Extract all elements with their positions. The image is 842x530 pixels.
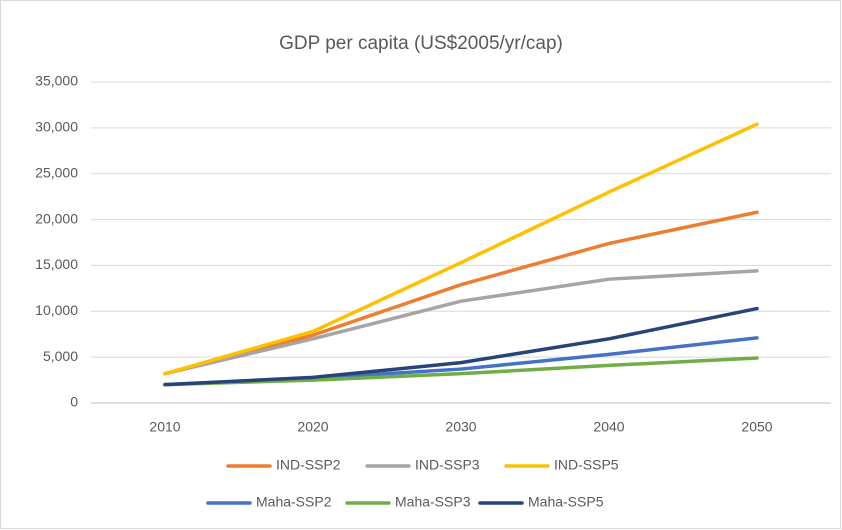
x-tick-label: 2040 (593, 419, 624, 435)
legend-label: IND-SSP3 (415, 457, 480, 473)
x-tick-label: 2030 (445, 419, 476, 435)
series-line (163, 122, 759, 376)
chart-title: GDP per capita (US$2005/yr/cap) (279, 33, 563, 54)
legend-label: Maha-SSP2 (256, 494, 332, 510)
series-line (163, 306, 759, 387)
y-tick-label: 15,000 (35, 256, 78, 272)
legend-label: Maha-SSP5 (528, 494, 604, 510)
y-tick-label: 0 (70, 394, 78, 410)
y-tick-label: 35,000 (35, 73, 78, 89)
legend-label: IND-SSP5 (554, 457, 619, 473)
y-tick-label: 30,000 (35, 119, 78, 135)
series-line (163, 269, 759, 376)
x-tick-label: 2020 (297, 419, 328, 435)
x-tick-label: 2010 (149, 419, 180, 435)
series-line (163, 210, 759, 376)
x-tick-label: 2050 (741, 419, 772, 435)
series-line (163, 356, 759, 387)
y-tick-label: 20,000 (35, 210, 78, 226)
y-tick-label: 5,000 (43, 348, 78, 364)
y-tick-label: 25,000 (35, 164, 78, 180)
y-tick-label: 10,000 (35, 302, 78, 318)
legend-label: Maha-SSP3 (395, 494, 471, 510)
legend-label: IND-SSP2 (276, 457, 341, 473)
